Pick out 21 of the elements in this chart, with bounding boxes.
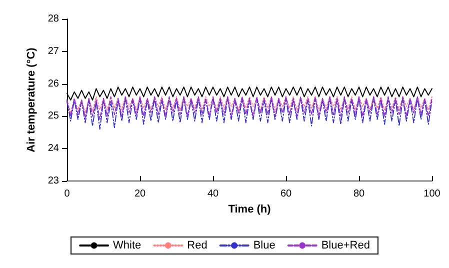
line-series	[66, 96, 432, 114]
x-tick-label: 0	[64, 188, 70, 200]
x-tick-label: 100	[424, 188, 441, 200]
legend-label: Red	[187, 240, 208, 252]
y-tick-label: 28	[48, 14, 60, 24]
y-axis-title: Air temperature (°C)	[25, 47, 38, 152]
x-tick-label: 60	[280, 188, 292, 200]
x-tick-label: 40	[207, 188, 219, 200]
x-axis-title: Time (h)	[228, 203, 272, 216]
legend-label: Blue	[253, 240, 276, 252]
x-tick-label: 80	[353, 188, 365, 200]
legend-label: Blue+Red	[321, 240, 370, 252]
line-series	[66, 96, 432, 120]
x-tick-label: 20	[134, 188, 146, 200]
line-series	[66, 98, 432, 130]
y-tick-label: 25	[48, 110, 60, 122]
y-tick-label: 27	[48, 46, 60, 57]
y-tick-label: 26	[48, 78, 60, 90]
y-tick-label: 24	[48, 143, 60, 154]
y-tick-label: 23	[48, 176, 60, 186]
legend-label: White	[113, 240, 142, 252]
